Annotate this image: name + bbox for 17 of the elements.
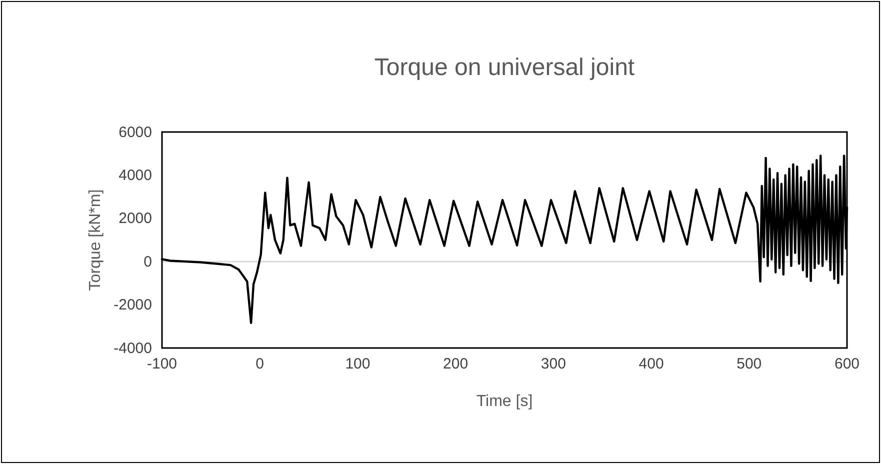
x-tick-label: 0 — [256, 356, 264, 373]
x-tick-label: 100 — [345, 356, 370, 373]
x-tick-label: 500 — [736, 356, 762, 373]
x-tick-label: 600 — [834, 356, 860, 373]
y-tick-label: 4000 — [118, 167, 152, 184]
y-tick-label: -4000 — [114, 340, 152, 357]
y-tick-label: 0 — [144, 253, 152, 270]
x-axis-title: Time [s] — [476, 393, 533, 410]
x-tick-label: 300 — [540, 356, 566, 373]
x-tick-label: 200 — [443, 356, 468, 373]
chart-title: Torque on universal joint — [374, 54, 635, 81]
y-tick-label: 6000 — [118, 124, 152, 141]
x-tick-label: -100 — [146, 356, 178, 373]
y-tick-label: 2000 — [118, 210, 152, 228]
y-axis-title: Torque [kN*m] — [87, 189, 104, 291]
x-tick-label: 400 — [638, 356, 664, 373]
y-tick-label: -2000 — [114, 296, 152, 314]
